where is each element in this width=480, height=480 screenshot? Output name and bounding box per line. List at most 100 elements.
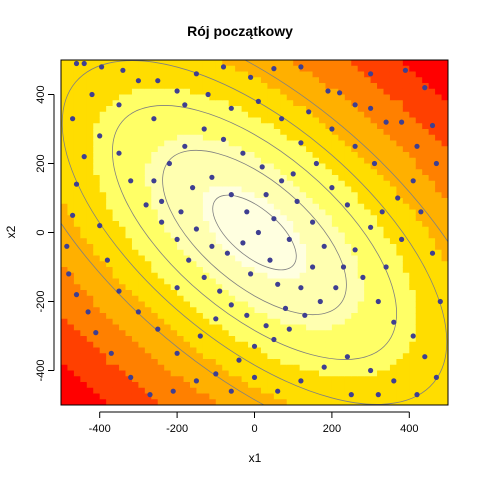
heat-cell (106, 267, 114, 274)
heat-cell (241, 94, 249, 101)
heat-cell (228, 238, 236, 245)
heat-cell (119, 278, 127, 285)
heat-cell (415, 364, 423, 372)
heat-cell (396, 295, 404, 303)
heat-cell (215, 301, 223, 308)
heat-cell (396, 221, 404, 228)
heat-cell (402, 180, 410, 188)
heat-cell (435, 226, 443, 234)
heat-cell (319, 88, 327, 96)
heat-cell (280, 134, 288, 142)
heat-cell (235, 175, 243, 182)
heat-cell (286, 203, 294, 211)
heat-cell (441, 83, 448, 90)
heat-cell (383, 221, 391, 228)
plot-frame (60, 59, 449, 406)
heat-cell (190, 370, 198, 377)
heat-cell (396, 169, 404, 176)
heat-cell (125, 278, 133, 285)
heat-cell (286, 100, 294, 107)
heat-cell (293, 203, 301, 211)
heat-cell (364, 278, 372, 285)
heat-cell (428, 307, 436, 314)
heat-cell (435, 123, 443, 130)
heat-cell (157, 261, 165, 268)
heat-cell (415, 146, 423, 153)
heat-cell (119, 232, 127, 239)
heat-cell (177, 180, 185, 188)
heat-cell (312, 341, 320, 349)
heat-cell (293, 341, 301, 349)
heat-cell (131, 111, 139, 119)
heat-cell (319, 175, 327, 182)
heat-cell (280, 215, 288, 222)
heat-cell (151, 278, 159, 285)
heat-cell (428, 100, 436, 107)
heat-cell (260, 215, 268, 222)
heat-cell (119, 152, 127, 159)
heat-cell (383, 330, 391, 337)
heat-cell (293, 364, 301, 372)
heat-cell (209, 318, 217, 326)
heat-cell (325, 238, 333, 245)
heat-cell (435, 180, 443, 188)
heat-cell (241, 117, 249, 124)
heat-cell (428, 60, 436, 67)
heat-cell (151, 169, 159, 176)
heat-cell (402, 341, 410, 349)
heat-cell (383, 232, 391, 239)
heat-cell (377, 318, 385, 326)
heat-cell (138, 71, 146, 78)
heat-cell (196, 221, 204, 228)
heat-cell (383, 313, 391, 320)
heat-cell (383, 175, 391, 182)
heat-cell (331, 364, 339, 372)
heat-cell (267, 209, 275, 216)
heat-cell (338, 134, 346, 142)
heat-cell (254, 94, 262, 101)
heat-cell (164, 65, 172, 73)
heat-cell (402, 330, 410, 337)
heat-cell (138, 244, 146, 251)
heat-cell (441, 152, 448, 159)
heat-cell (170, 261, 178, 268)
heat-cell (131, 83, 139, 90)
heat-cell (331, 324, 339, 331)
heat-cell (280, 324, 288, 331)
heat-cell (170, 94, 178, 101)
heat-cell (228, 226, 236, 234)
heat-cell (435, 152, 443, 159)
heat-cell (344, 376, 352, 383)
heat-cell (377, 226, 385, 234)
heat-cell (422, 278, 430, 285)
heat-cell (215, 140, 223, 147)
heat-cell (131, 157, 139, 165)
heat-cell (338, 267, 346, 274)
heat-cell (228, 370, 236, 377)
heat-cell (306, 129, 314, 136)
heat-cell (80, 313, 88, 320)
heat-cell (428, 203, 436, 211)
heat-cell (331, 129, 339, 136)
heat-cell (202, 198, 210, 205)
heat-cell (370, 94, 378, 101)
heat-cell (131, 364, 139, 372)
heat-cell (106, 307, 114, 314)
heat-cell (164, 180, 172, 188)
heat-cell (383, 94, 391, 101)
heat-cell (93, 387, 101, 395)
swarm-point (70, 212, 76, 218)
heat-cell (131, 261, 139, 268)
heat-cell (325, 221, 333, 228)
heat-cell (260, 60, 268, 67)
heat-cell (73, 353, 81, 360)
heat-cell (222, 71, 230, 78)
heat-cell (131, 318, 139, 326)
heat-cell (377, 186, 385, 193)
heat-cell (435, 249, 443, 257)
swarm-point (352, 247, 358, 253)
heat-cell (170, 347, 178, 354)
heat-cell (319, 290, 327, 297)
heat-cell (402, 203, 410, 211)
heat-cell (144, 272, 152, 280)
